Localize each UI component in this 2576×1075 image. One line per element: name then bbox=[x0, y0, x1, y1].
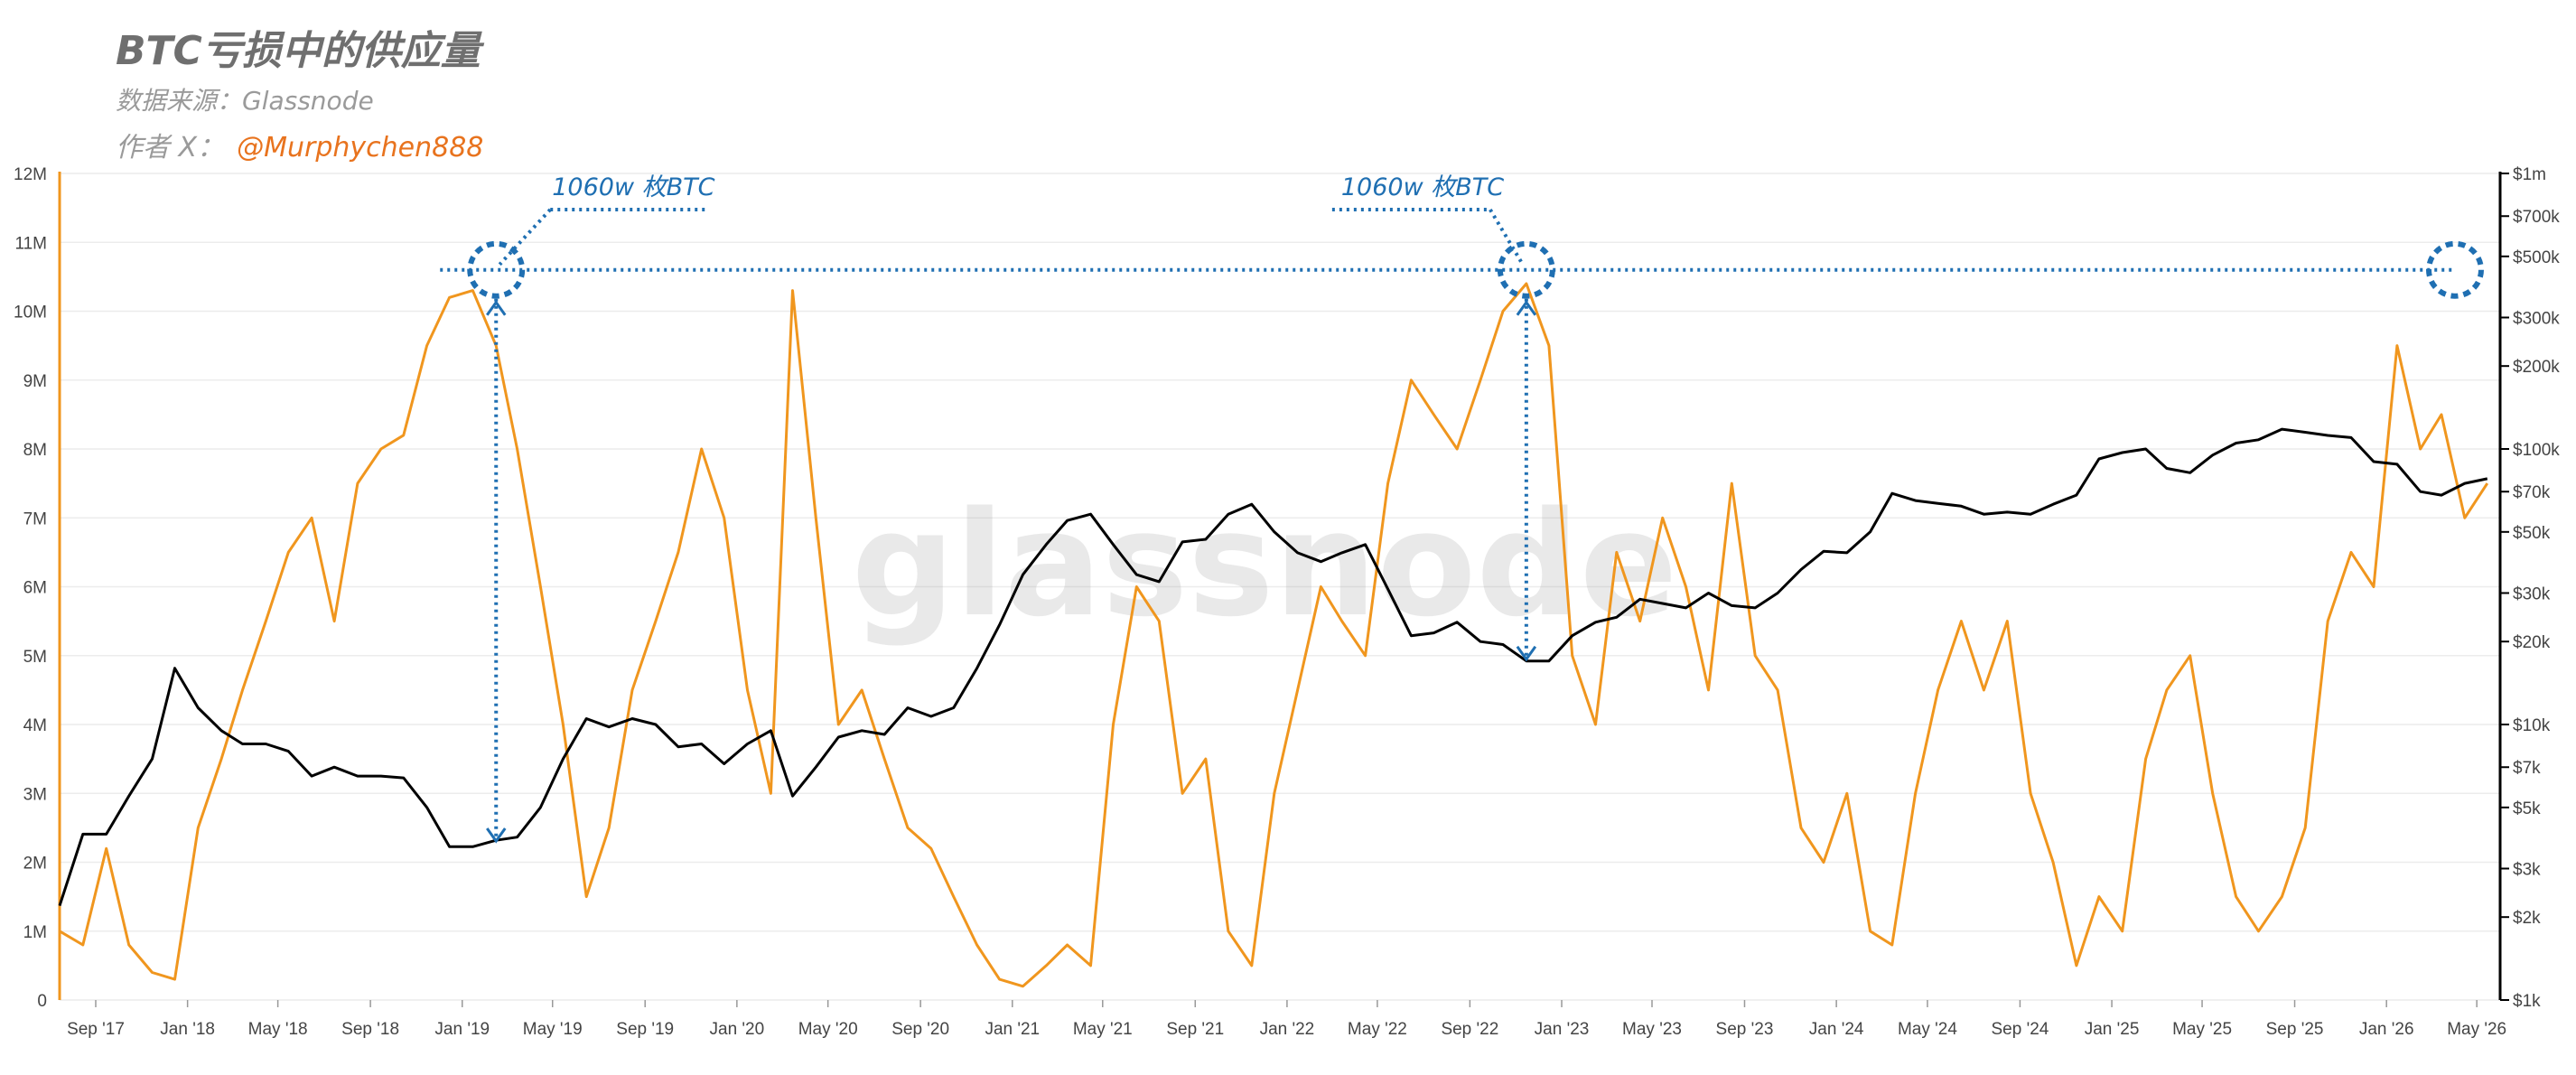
x-tick-label: Sep '22 bbox=[1441, 1020, 1498, 1039]
x-tick-label: Sep '23 bbox=[1716, 1020, 1774, 1039]
author-line: 作者 X： @Murphychen888 bbox=[116, 125, 483, 164]
callout-pointer bbox=[1489, 208, 1525, 266]
right-tick-label: $30k bbox=[2513, 584, 2551, 603]
left-tick-label: 12M bbox=[14, 165, 47, 184]
left-tick-label: 10M bbox=[14, 304, 47, 322]
x-axis-ticks: Sep '17 Jan '18 May '18 Sep '18 Jan '19 May '… bbox=[67, 1000, 2506, 1039]
right-tick-label: $2k bbox=[2513, 909, 2541, 928]
arrow-down bbox=[486, 827, 507, 844]
right-tick-label: $500k bbox=[2513, 248, 2560, 267]
right-axis-ticks: $1k $2k $3k $5k $7k $10k $20k $30k $50k $70k $100k… bbox=[2500, 165, 2560, 1011]
x-tick-label: Sep '25 bbox=[2266, 1020, 2324, 1039]
right-tick-label: $50k bbox=[2513, 524, 2551, 543]
right-tick-label: $200k bbox=[2513, 358, 2560, 377]
right-tick-label: $1m bbox=[2513, 165, 2546, 184]
right-tick-label: $10k bbox=[2513, 716, 2551, 735]
x-tick-label: Jan '25 bbox=[2085, 1020, 2140, 1039]
right-tick-label: $3k bbox=[2513, 860, 2541, 879]
left-tick-label: 11M bbox=[14, 234, 47, 253]
callout-pointer bbox=[498, 208, 552, 266]
left-tick-label: 1M bbox=[23, 923, 47, 942]
highlight-circle bbox=[1497, 240, 1555, 299]
x-tick-label: May '18 bbox=[248, 1020, 308, 1039]
x-tick-label: May '20 bbox=[798, 1020, 858, 1039]
arrow-down bbox=[1516, 645, 1537, 662]
x-tick-label: May '26 bbox=[2447, 1020, 2506, 1039]
x-tick-label: May '19 bbox=[523, 1020, 583, 1039]
x-tick-label: Jan '22 bbox=[1260, 1020, 1315, 1039]
x-tick-label: Jan '18 bbox=[160, 1020, 215, 1039]
data-source: 数据来源：Glassnode bbox=[116, 86, 374, 116]
left-tick-label: 2M bbox=[23, 855, 47, 874]
left-tick-label: 9M bbox=[23, 372, 47, 391]
grid-lines bbox=[60, 173, 2500, 1001]
right-tick-label: $700k bbox=[2513, 208, 2560, 227]
x-tick-label: May '21 bbox=[1073, 1020, 1133, 1039]
x-tick-label: Sep '21 bbox=[1166, 1020, 1224, 1039]
x-tick-label: May '23 bbox=[1622, 1020, 1682, 1039]
right-tick-label: $70k bbox=[2513, 483, 2551, 502]
highlight-circle bbox=[2426, 240, 2484, 299]
left-tick-label: 4M bbox=[23, 716, 47, 735]
right-tick-label: $1k bbox=[2513, 992, 2541, 1011]
x-tick-label: Sep '24 bbox=[1992, 1020, 2049, 1039]
right-tick-label: $7k bbox=[2513, 759, 2541, 778]
btc-price-line bbox=[58, 427, 2488, 907]
arrow-up bbox=[486, 300, 507, 316]
x-tick-label: May '22 bbox=[1348, 1020, 1407, 1039]
x-tick-label: May '25 bbox=[2172, 1020, 2232, 1039]
x-tick-label: May '24 bbox=[1898, 1020, 1957, 1039]
x-tick-label: Jan '26 bbox=[2359, 1020, 2414, 1039]
right-tick-label: $20k bbox=[2513, 633, 2551, 652]
right-tick-label: $100k bbox=[2513, 441, 2560, 460]
highlight-circle bbox=[467, 240, 526, 299]
x-tick-label: Jan '23 bbox=[1535, 1020, 1590, 1039]
author-prefix: 作者 X： bbox=[116, 132, 225, 164]
left-tick-label: 8M bbox=[23, 441, 47, 460]
left-tick-label: 6M bbox=[23, 579, 47, 598]
watermark: glassnode bbox=[852, 480, 1678, 649]
x-tick-label: Sep '17 bbox=[67, 1020, 125, 1039]
right-tick-label: $300k bbox=[2513, 309, 2560, 328]
supply-in-loss-line bbox=[59, 282, 2489, 988]
x-tick-label: Jan '24 bbox=[1809, 1020, 1864, 1039]
x-tick-label: Sep '19 bbox=[616, 1020, 674, 1039]
x-tick-label: Jan '21 bbox=[985, 1020, 1040, 1039]
x-tick-label: Sep '20 bbox=[891, 1020, 949, 1039]
arrow-up bbox=[1516, 300, 1537, 316]
chart-title: BTC亏损中的供应量 bbox=[116, 28, 481, 74]
left-tick-label: 0 bbox=[37, 992, 47, 1011]
annotation-label: 1060w 枚BTC bbox=[552, 173, 714, 201]
left-tick-label: 3M bbox=[23, 785, 47, 804]
right-tick-label: $5k bbox=[2513, 799, 2541, 818]
annotation-label: 1060w 枚BTC bbox=[1341, 173, 1504, 201]
annotations: 1060w 枚BTC 1060w 枚BTC bbox=[440, 173, 2484, 844]
left-tick-label: 7M bbox=[23, 509, 47, 528]
left-tick-label: 5M bbox=[23, 648, 47, 667]
author-handle[interactable]: @Murphychen888 bbox=[237, 132, 484, 164]
x-tick-label: Sep '18 bbox=[341, 1020, 399, 1039]
x-tick-label: Jan '20 bbox=[710, 1020, 765, 1039]
left-axis-ticks: 0 1M 2M 3M 4M 5M 6M 7M 8M 9M 10M 11M 12M bbox=[14, 165, 47, 1011]
x-tick-label: Jan '19 bbox=[434, 1020, 490, 1039]
